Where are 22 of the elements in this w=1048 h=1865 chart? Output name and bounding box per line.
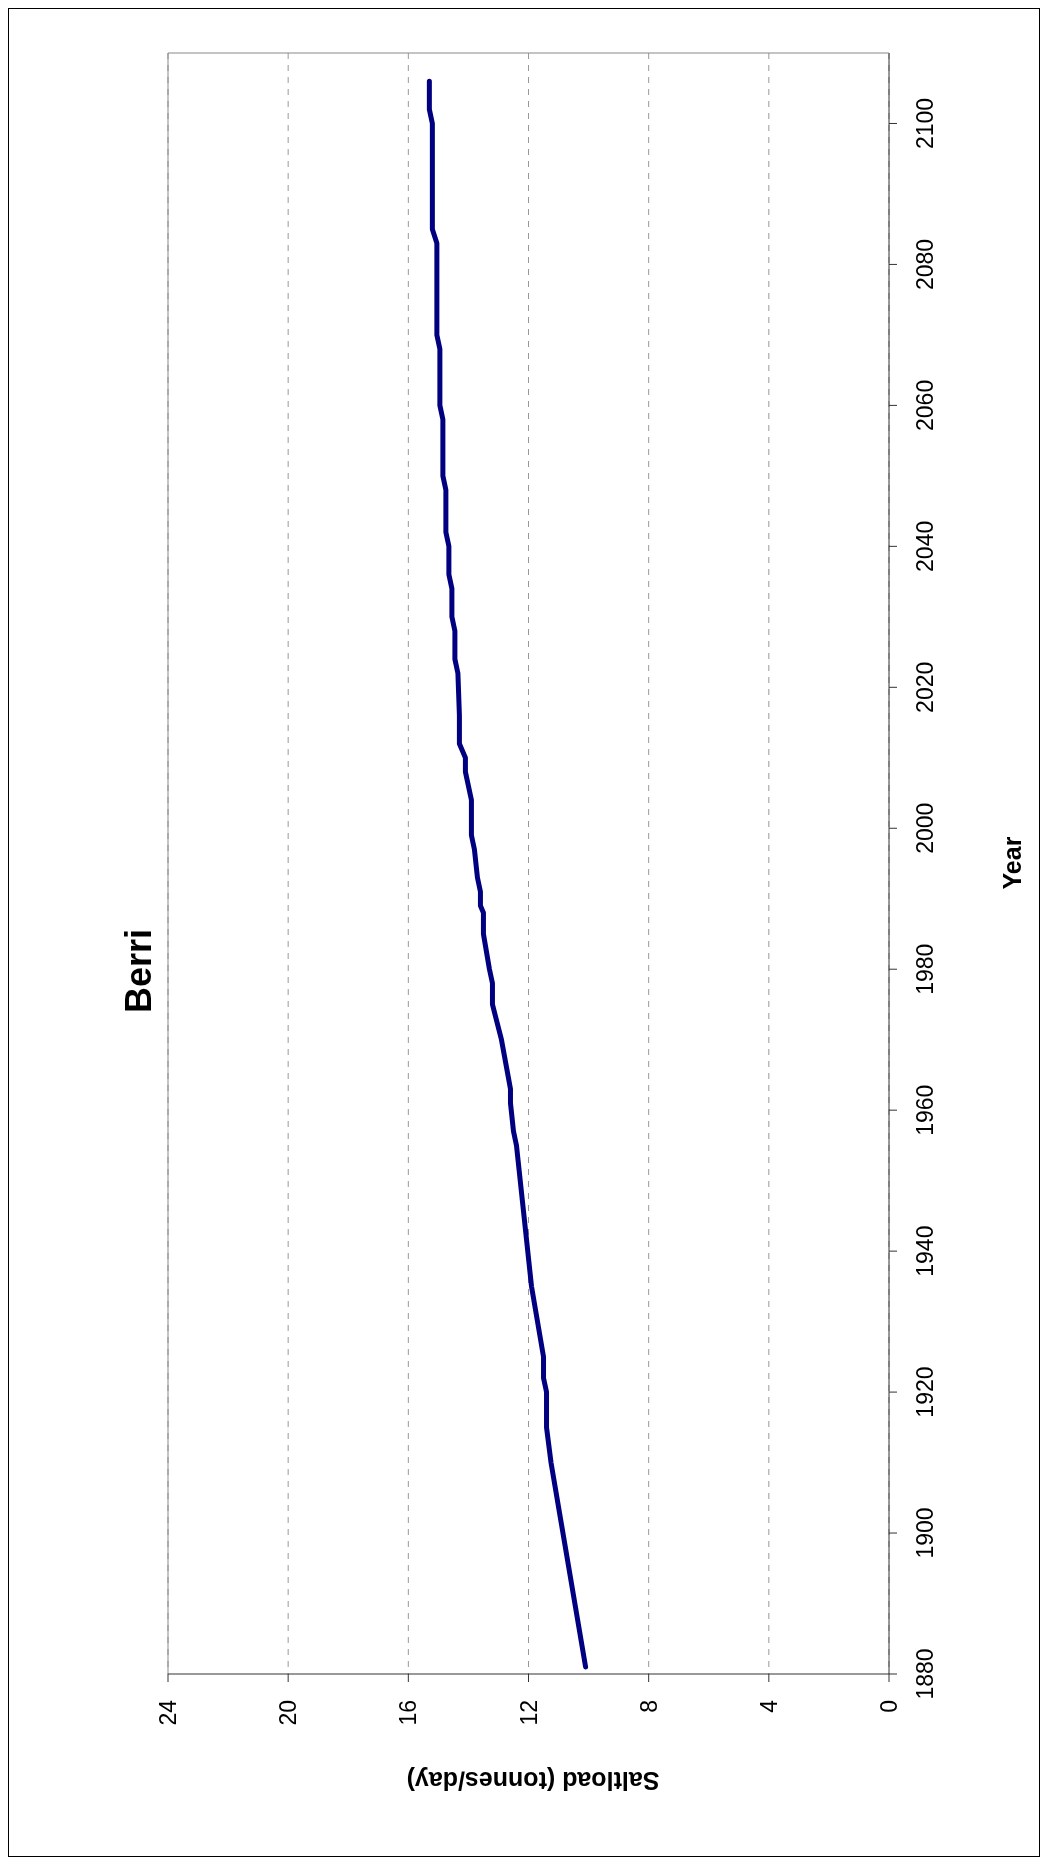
x-tick-label: 24: [155, 1699, 181, 1726]
x-tick-label: 8: [635, 1700, 662, 1713]
y-tick-label: 1920: [912, 1366, 938, 1418]
x-tick-label: 4: [755, 1699, 782, 1713]
y-tick-label: 1880: [912, 1648, 938, 1700]
y-tick-label: 2000: [912, 802, 938, 854]
y-tick-label: 1940: [912, 1225, 938, 1277]
y-tick-label: 2100: [912, 97, 938, 150]
x-axis-title: Saltload (tonnes/day): [406, 1767, 660, 1795]
y-tick-label: 2020: [912, 661, 938, 713]
y-tick-label: 1960: [912, 1084, 938, 1136]
x-tick-label: 0: [876, 1700, 902, 1713]
y-tick-label: 2080: [912, 238, 938, 291]
x-tick-label: 20: [275, 1700, 302, 1726]
y-tick-label: 1980: [912, 943, 938, 995]
y-axis-title: Year: [998, 836, 1026, 890]
y-tick-label: 2060: [912, 379, 938, 431]
y-tick-label: 1900: [912, 1507, 938, 1559]
x-tick-label: 16: [395, 1700, 422, 1726]
text: Berri: [117, 928, 159, 1014]
y-tick-label: 2040: [912, 520, 938, 572]
x-tick-label: 12: [515, 1700, 542, 1726]
